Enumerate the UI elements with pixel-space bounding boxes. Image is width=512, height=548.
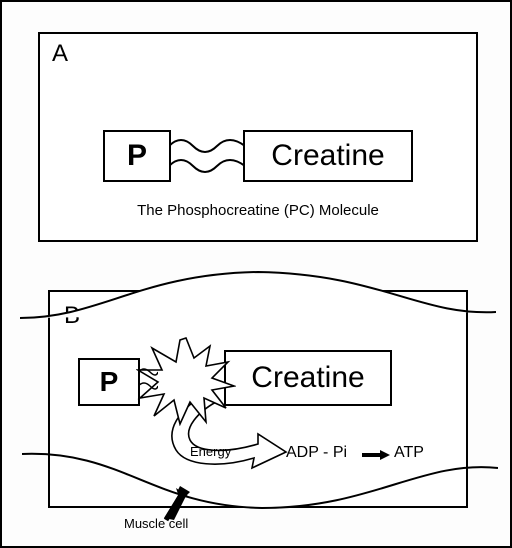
small-arrow-icon [362, 450, 390, 460]
panel-a: A P Creatine The Phosphocreatine (PC) Mo… [38, 32, 478, 242]
wavy-bond-b-icon [138, 364, 158, 394]
creatine-label-a: Creatine [271, 139, 384, 173]
phosphate-label-a: P [127, 139, 147, 173]
panel-a-caption: The Phosphocreatine (PC) Molecule [40, 202, 476, 219]
adp-pi-label: ADP - Pi [286, 444, 347, 462]
creatine-box-a: Creatine [243, 130, 413, 182]
phosphate-box-b: P [78, 358, 140, 406]
molecule-a: P Creatine [103, 130, 413, 182]
diagram-frame: A P Creatine The Phosphocreatine (PC) Mo… [0, 0, 512, 548]
muscle-cell-top-icon [20, 266, 496, 336]
atp-label: ATP [394, 444, 424, 462]
phosphate-label-b: P [100, 366, 119, 398]
energy-label: Energy [190, 444, 231, 459]
muscle-cell-label: Muscle cell [124, 516, 188, 531]
creatine-label-b: Creatine [251, 361, 364, 395]
wavy-bond-a-icon [169, 132, 247, 180]
panel-a-label: A [52, 40, 68, 68]
creatine-box-b: Creatine [224, 350, 392, 406]
phosphate-box-a: P [103, 130, 171, 182]
